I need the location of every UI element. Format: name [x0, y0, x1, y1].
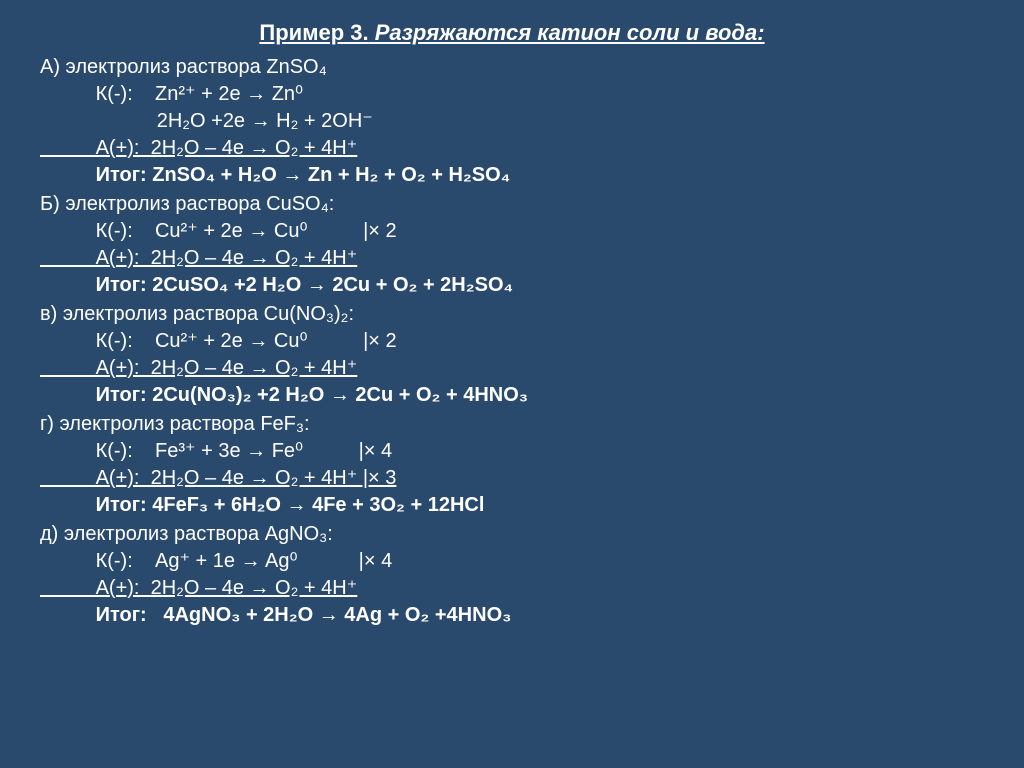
result-line: Итог: 4AgNO₃ + 2H₂O → 4Ag + O₂ +4HNO₃ — [40, 602, 984, 629]
slide: Пример 3. Разряжаются катион соли и вода… — [0, 0, 1024, 768]
cathode-line: 2H₂O +2e → H₂ + 2OH⁻ — [40, 108, 984, 135]
section-head: Б) электролиз раствора CuSO₄: — [40, 191, 984, 218]
anode-line: А(+): 2H₂O – 4e → O₂ + 4H⁺ — [40, 245, 984, 272]
result-line: Итог: 2Cu(NO₃)₂ +2 H₂O → 2Cu + O₂ + 4HNO… — [40, 382, 984, 409]
anode-line: А(+): 2H₂O – 4e → O₂ + 4H⁺ — [40, 135, 984, 162]
result-line: Итог: ZnSO₄ + H₂O → Zn + H₂ + O₂ + H₂SO₄ — [40, 162, 984, 189]
section-head: А) электролиз раствора ZnSO₄ — [40, 54, 984, 81]
cathode-line: К(-): Ag⁺ + 1e → Ag⁰ |× 4 — [40, 548, 984, 575]
section-head: в) электролиз раствора Cu(NO₃)₂: — [40, 301, 984, 328]
title-line: Пример 3. Разряжаются катион соли и вода… — [40, 20, 984, 46]
anode-line: А(+): 2H₂O – 4e → O₂ + 4H⁺ |× 3 — [40, 465, 984, 492]
section-0: А) электролиз раствора ZnSO₄ К(-): Zn²⁺ … — [40, 54, 984, 189]
content: А) электролиз раствора ZnSO₄ К(-): Zn²⁺ … — [40, 54, 984, 629]
anode-line: А(+): 2H₂O – 4e → O₂ + 4H⁺ — [40, 355, 984, 382]
anode-line: А(+): 2H₂O – 4e → O₂ + 4H⁺ — [40, 575, 984, 602]
title-label: Пример 3. — [259, 20, 368, 45]
section-1: Б) электролиз раствора CuSO₄: К(-): Cu²⁺… — [40, 191, 984, 299]
cathode-line: К(-): Cu²⁺ + 2e → Cu⁰ |× 2 — [40, 328, 984, 355]
cathode-line: К(-): Cu²⁺ + 2e → Cu⁰ |× 2 — [40, 218, 984, 245]
section-3: г) электролиз раствора FeF₃: К(-): Fe³⁺ … — [40, 411, 984, 519]
result-line: Итог: 4FeF₃ + 6H₂O → 4Fe + 3O₂ + 12HCl — [40, 492, 984, 519]
cathode-line: К(-): Zn²⁺ + 2e → Zn⁰ — [40, 81, 984, 108]
title-text: Разряжаются катион соли и вода: — [369, 20, 765, 45]
section-4: д) электролиз раствора AgNO₃: К(-): Ag⁺ … — [40, 521, 984, 629]
section-2: в) электролиз раствора Cu(NO₃)₂: К(-): C… — [40, 301, 984, 409]
result-line: Итог: 2CuSO₄ +2 H₂O → 2Cu + O₂ + 2H₂SO₄ — [40, 272, 984, 299]
section-head: г) электролиз раствора FeF₃: — [40, 411, 984, 438]
section-head: д) электролиз раствора AgNO₃: — [40, 521, 984, 548]
cathode-line: К(-): Fe³⁺ + 3e → Fe⁰ |× 4 — [40, 438, 984, 465]
